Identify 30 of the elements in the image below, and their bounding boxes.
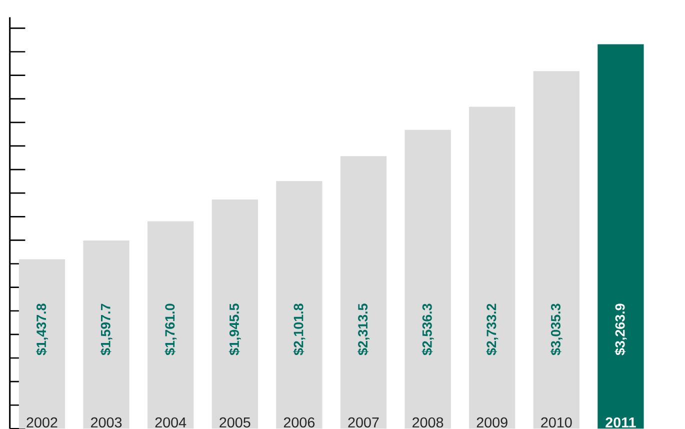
data-label: $1,761.0	[164, 304, 177, 356]
bar	[598, 44, 644, 429]
bar	[276, 181, 322, 429]
bar	[469, 106, 516, 429]
bar	[533, 71, 580, 429]
bar	[404, 130, 451, 429]
data-label: $3,263.9	[614, 304, 627, 356]
data-label: $2,536.3	[422, 304, 434, 356]
bar	[18, 259, 66, 429]
x-tick-label: 2004	[155, 418, 186, 428]
x-tick-label: 2005	[220, 418, 250, 428]
data-label: $1,437.8	[36, 304, 48, 356]
x-tick-label: 2009	[476, 418, 508, 428]
data-label: $3,035.3	[550, 304, 562, 356]
bar	[148, 221, 194, 429]
x-tick-label: 2006	[284, 418, 315, 428]
x-tick-label: 2007	[348, 418, 379, 428]
x-tick-label: 2008	[412, 418, 444, 428]
x-tick-label: 2002	[26, 418, 58, 428]
data-label: $1,945.5	[228, 304, 241, 356]
bar	[83, 240, 130, 429]
bar	[212, 200, 258, 429]
bar	[340, 156, 387, 429]
data-label: $2,101.8	[293, 304, 306, 356]
data-label: $2,733.2	[486, 304, 498, 356]
x-tick-label: 2011	[606, 418, 636, 428]
x-tick-label: 2010	[541, 418, 572, 428]
data-label: $2,313.5	[357, 304, 370, 356]
data-label: $1,597.7	[100, 304, 112, 356]
x-tick-label: 2003	[91, 418, 122, 428]
